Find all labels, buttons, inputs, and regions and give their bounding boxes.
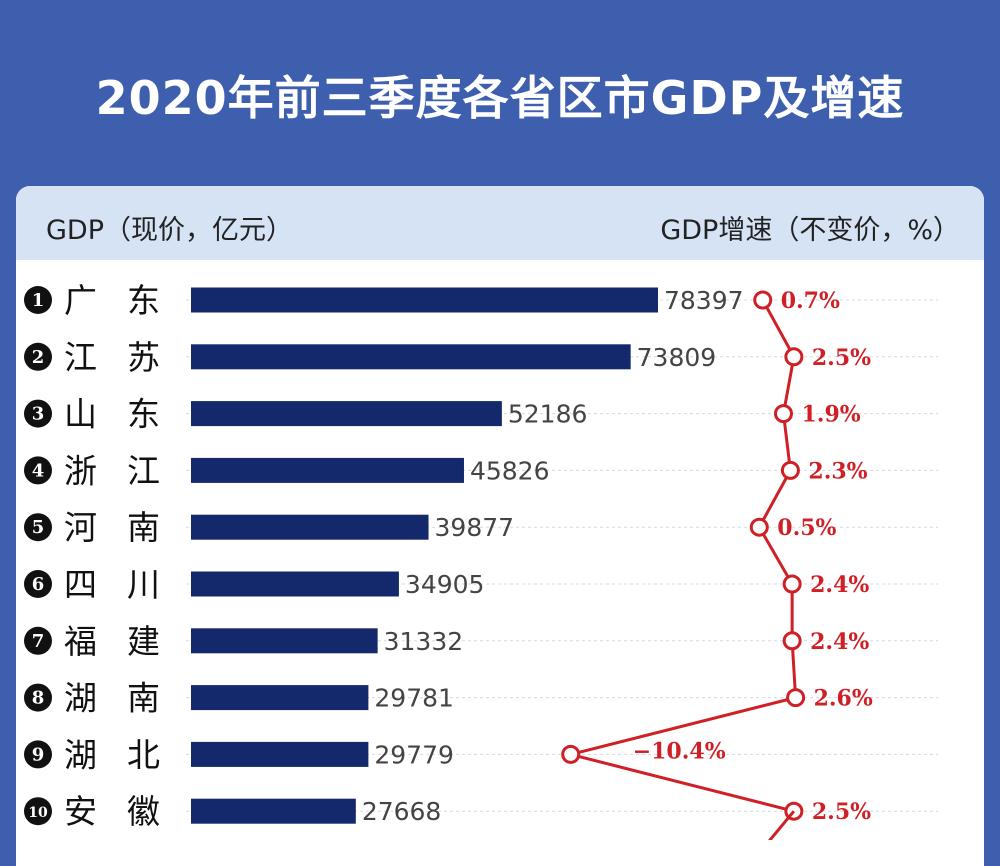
- rank-number: 5: [32, 517, 45, 538]
- growth-line-continuation: [768, 810, 796, 840]
- province-name-char: 南: [127, 508, 160, 547]
- rank-number: 2: [32, 347, 45, 368]
- gdp-value-label: 31332: [384, 627, 464, 656]
- gdp-bar: [191, 798, 356, 824]
- province-name-char: 福: [64, 622, 97, 661]
- rank-badge: [24, 342, 52, 371]
- gdp-value-label: 29781: [374, 684, 454, 713]
- gdp-value-label: 29779: [374, 740, 454, 769]
- rank-number: 1: [32, 290, 45, 311]
- province-name-char: 湖: [64, 679, 97, 718]
- rank-number: 10: [28, 805, 48, 821]
- province-name-char: 南: [127, 679, 160, 718]
- growth-point: [753, 290, 773, 310]
- province-name-char: 东: [127, 281, 160, 320]
- gdp-value-label: 78397: [664, 286, 744, 315]
- rank-badge: [24, 456, 52, 485]
- rank-number: 4: [32, 460, 45, 481]
- rank-badge: [24, 570, 52, 598]
- gdp-bar: [191, 401, 502, 427]
- growth-point: [782, 631, 802, 651]
- province-name-char: 江: [64, 338, 97, 377]
- growth-point: [786, 688, 806, 708]
- rank-badge: [24, 399, 52, 428]
- province-name-char: 广: [64, 281, 97, 320]
- province-name-char: 苏: [127, 338, 160, 377]
- province-name-char: 河: [64, 508, 97, 547]
- gdp-value-label: 27668: [362, 797, 442, 826]
- rank-badge: [24, 626, 52, 655]
- gdp-value-label: 73809: [637, 343, 717, 372]
- rank-badge: [24, 797, 52, 826]
- gdp-bar: [191, 514, 429, 540]
- growth-value-label: 2.3%: [808, 458, 867, 484]
- growth-value-label: −10.4%: [633, 738, 726, 764]
- gdp-bar: [191, 628, 378, 654]
- chart-title: 2020年前三季度各省区市GDP及增速: [95, 71, 905, 125]
- growth-value-label: 2.6%: [814, 686, 873, 712]
- province-name-char: 东: [127, 395, 160, 434]
- growth-point: [561, 744, 581, 764]
- gdp-value-label: 52186: [508, 400, 588, 429]
- growth-point: [780, 460, 800, 480]
- gdp-bar: [191, 571, 399, 597]
- province-name-char: 川: [127, 565, 160, 604]
- province-name-char: 山: [64, 395, 97, 434]
- province-name-char: 江: [127, 451, 160, 490]
- province-name-char: 浙: [64, 451, 97, 490]
- gdp-bar: [191, 741, 369, 767]
- growth-value-label: 0.5%: [777, 515, 836, 541]
- gdp-bar: [191, 685, 369, 711]
- rank-number: 7: [32, 631, 45, 652]
- rank-number: 6: [32, 574, 45, 595]
- gdp-value-label: 34905: [405, 570, 485, 599]
- province-name-char: 湖: [64, 735, 97, 774]
- province-name-char: 徽: [127, 792, 160, 831]
- growth-point: [782, 574, 802, 594]
- province-name-char: 北: [127, 735, 160, 774]
- growth-value-label: 2.5%: [812, 799, 871, 825]
- gdp-axis-label: GDP（现价，亿元）: [46, 215, 293, 246]
- rank-badge: [24, 683, 52, 712]
- growth-point: [773, 404, 793, 424]
- province-name-char: 四: [64, 565, 97, 604]
- rank-number: 3: [32, 404, 45, 425]
- growth-point: [749, 517, 769, 537]
- gdp-bar: [191, 457, 464, 483]
- growth-axis-label: GDP增速（不变价，%）: [660, 215, 960, 246]
- rank-badge: [24, 513, 52, 542]
- rank-badge: [24, 740, 52, 769]
- rank-number: 9: [32, 744, 45, 765]
- rank-badge: [24, 286, 52, 314]
- growth-value-label: 1.9%: [801, 402, 860, 428]
- gdp-value-label: 45826: [470, 456, 550, 485]
- gdp-value-label: 39877: [435, 513, 515, 542]
- chart-plot: 1 广东 783972 江苏 738093 山东 521864 浙江 458265 河南 39877…: [24, 281, 938, 840]
- gdp-bar: [191, 287, 658, 313]
- growth-value-label: 0.7%: [781, 288, 840, 314]
- gdp-bar: [191, 344, 631, 370]
- growth-value-label: 2.5%: [812, 345, 871, 371]
- growth-value-label: 2.4%: [810, 572, 869, 598]
- growth-point: [784, 347, 804, 367]
- panel-header: GDP（现价，亿元） GDP增速（不变价，%）: [16, 186, 984, 260]
- rank-number: 8: [32, 688, 45, 709]
- province-name-char: 建: [127, 622, 160, 661]
- growth-value-label: 2.4%: [810, 629, 869, 655]
- province-name-char: 安: [64, 792, 97, 831]
- growth-line: [570, 299, 798, 813]
